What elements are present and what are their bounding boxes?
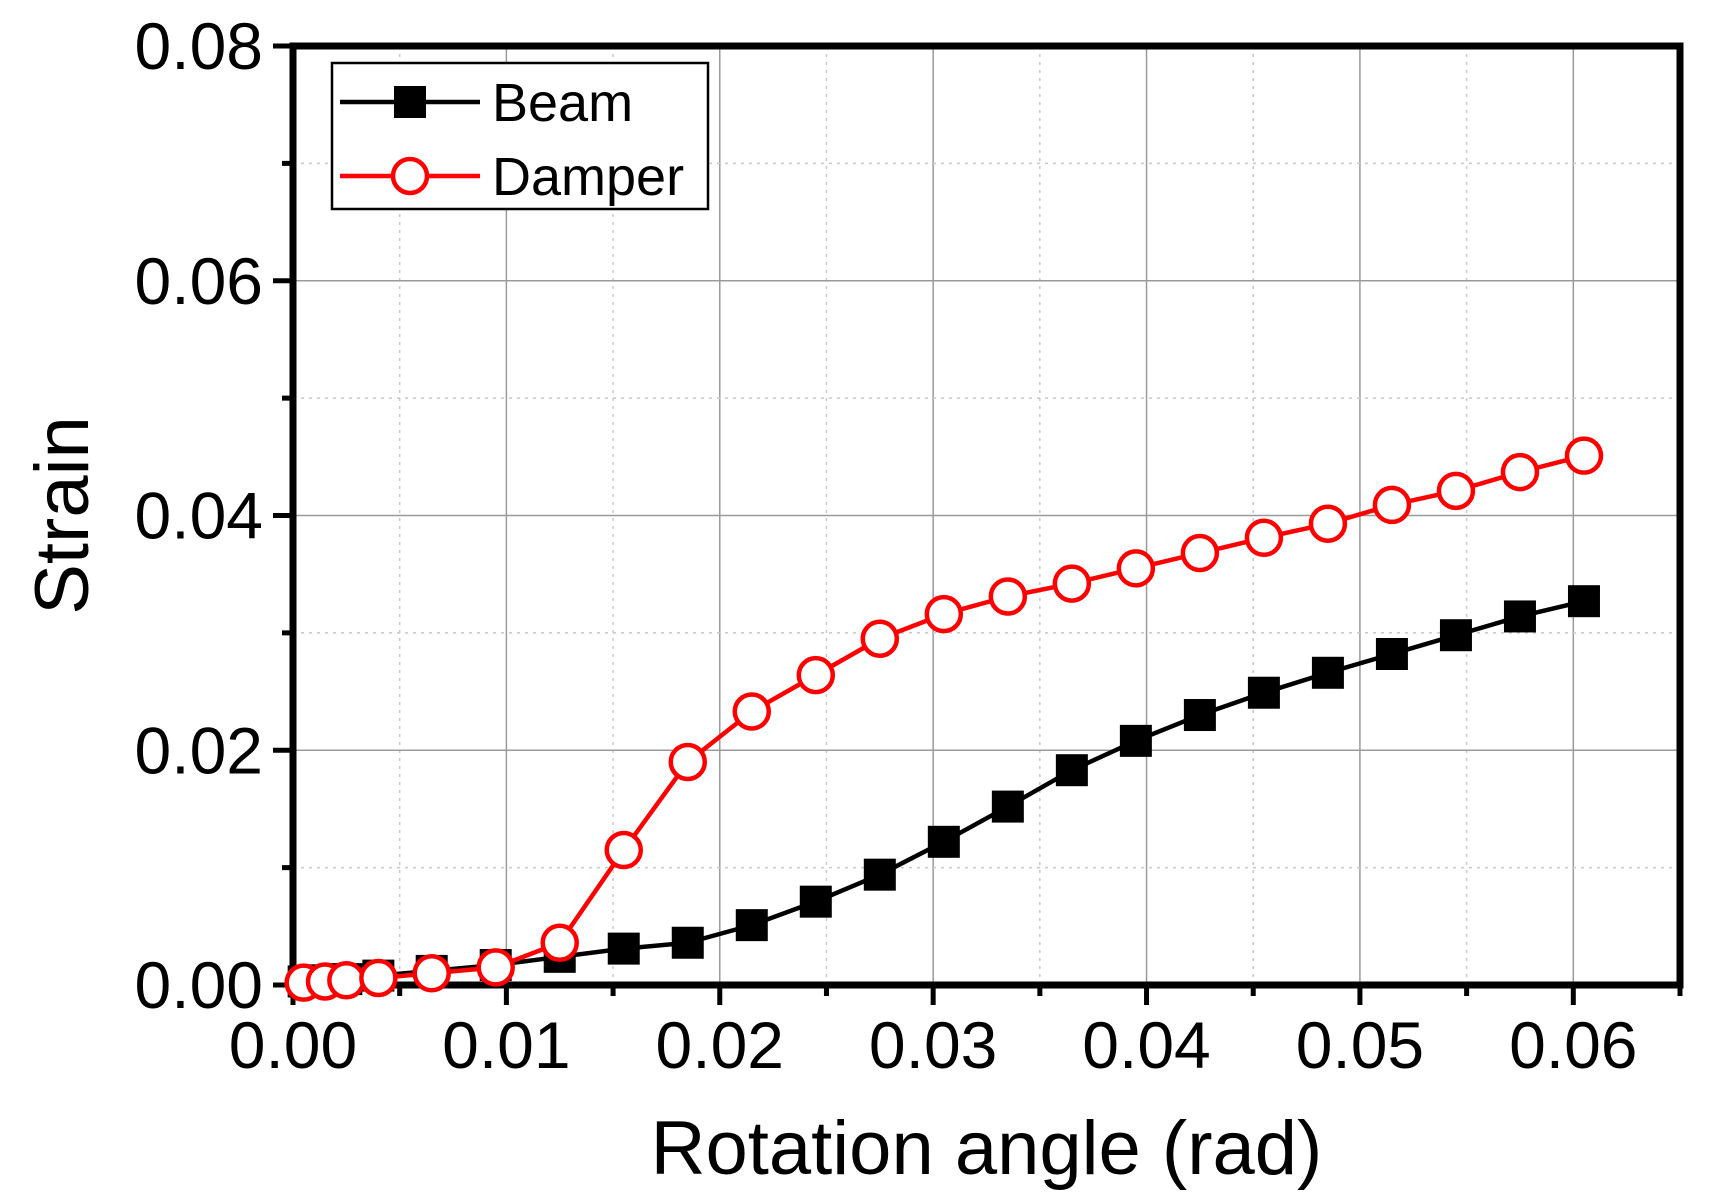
damper-point — [1500, 452, 1540, 492]
y-tick-label: 0.02 — [135, 713, 263, 787]
damper-point — [1372, 485, 1412, 525]
x-tick-label: 0.01 — [442, 1008, 570, 1082]
beam-point — [863, 858, 896, 891]
damper-point — [1244, 518, 1284, 558]
beam-point — [1183, 699, 1216, 732]
damper-point — [412, 954, 451, 993]
y-axis-title: Strain — [20, 416, 105, 615]
damper-point — [540, 923, 579, 962]
damper-point — [1116, 549, 1156, 588]
axes: 0.00 0.01 0.02 0.03 0.04 0.05 0.06 0.00 0.02 0.04… — [135, 9, 1683, 1082]
legend: Beam Damper — [330, 61, 710, 211]
legend-label: Beam — [492, 73, 633, 133]
damper-point — [796, 655, 836, 695]
beam-point — [1439, 619, 1472, 652]
damper-point — [604, 830, 643, 870]
beam-point — [735, 909, 768, 942]
beam-legend-marker — [394, 86, 426, 118]
x-tick-label: 0.05 — [1296, 1008, 1424, 1082]
damper-point — [1308, 504, 1348, 543]
damper-point — [359, 958, 398, 998]
x-tick-label: 0.03 — [869, 1008, 997, 1082]
damper-point — [1052, 564, 1092, 603]
x-tick-label: 0.06 — [1509, 1008, 1637, 1082]
beam-point — [1055, 754, 1088, 787]
beam-point — [607, 932, 640, 965]
beam-point — [671, 926, 704, 959]
damper-point — [732, 692, 772, 731]
damper-legend-marker — [390, 156, 430, 196]
series-group — [284, 436, 1604, 1002]
damper-point — [668, 742, 708, 782]
y-tick-label: 0.06 — [135, 244, 263, 318]
series-damper — [284, 436, 1604, 1002]
beam-point — [1247, 676, 1280, 709]
damper-line — [303, 453, 1585, 985]
y-tick-label: 0.04 — [135, 479, 263, 553]
y-tick-label: 0.08 — [135, 9, 263, 83]
legend-label: Damper — [492, 147, 684, 207]
y-tick-label: 0.00 — [135, 948, 263, 1022]
x-tick-label: 0.04 — [1082, 1008, 1210, 1082]
damper-point — [988, 577, 1028, 616]
beam-point — [799, 885, 832, 918]
beam-point — [1503, 600, 1536, 633]
beam-point — [927, 825, 960, 858]
beam-point — [1375, 638, 1408, 671]
beam-point — [1311, 656, 1344, 689]
damper-point — [327, 961, 366, 1000]
damper-point — [1180, 533, 1220, 573]
damper-point — [476, 948, 515, 987]
series-beam — [287, 585, 1600, 998]
x-tick-label: 0.00 — [229, 1008, 357, 1082]
beam-point — [991, 790, 1024, 823]
damper-point — [924, 594, 964, 634]
x-axis-title: Rotation angle (rad) — [651, 1106, 1323, 1191]
damper-point — [1436, 471, 1476, 511]
damper-point — [860, 619, 900, 658]
damper-point — [1564, 436, 1604, 475]
beam-point — [1567, 585, 1600, 618]
x-tick-label: 0.02 — [656, 1008, 784, 1082]
beam-point — [1119, 724, 1152, 757]
